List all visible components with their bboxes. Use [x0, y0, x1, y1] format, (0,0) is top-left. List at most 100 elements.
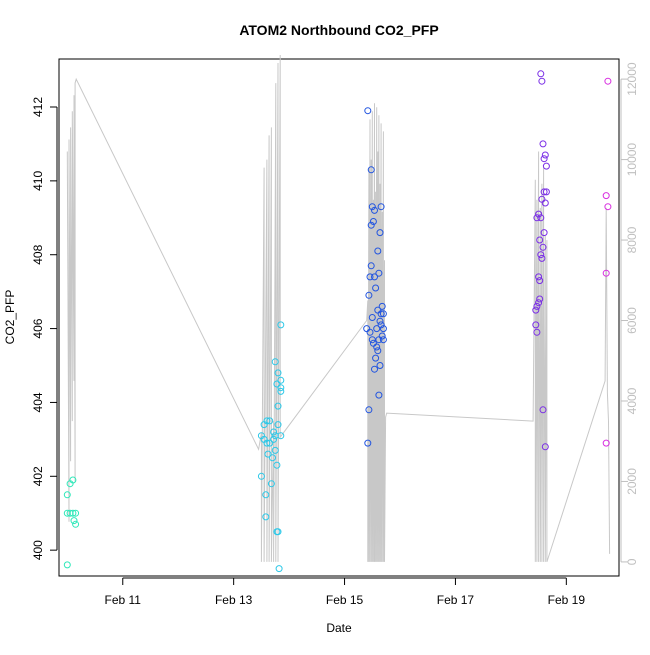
data-point — [372, 284, 380, 292]
data-point — [536, 295, 544, 303]
data-point — [376, 362, 384, 369]
data-point — [63, 491, 71, 499]
data-point — [264, 450, 272, 458]
data-point — [537, 251, 545, 259]
data-point — [539, 406, 547, 414]
y-tick-label: 402 — [31, 466, 45, 486]
data-point — [371, 365, 378, 373]
data-point — [273, 380, 281, 388]
data-point — [604, 203, 612, 211]
data-point — [274, 528, 282, 536]
data-point — [371, 206, 378, 214]
data-point — [602, 192, 610, 200]
data-point — [364, 107, 372, 115]
x-tick-label: Feb 11 — [105, 593, 142, 607]
data-point — [540, 188, 548, 196]
x-tick-label: Feb 15 — [326, 593, 364, 607]
data-point — [368, 314, 376, 321]
data-point — [367, 221, 375, 229]
plot-frame — [58, 58, 620, 577]
data-point — [540, 155, 548, 163]
data-point — [604, 77, 612, 85]
data-point — [269, 454, 276, 462]
data-point — [377, 203, 385, 211]
y-tick-label: 400 — [31, 540, 45, 560]
data-point — [373, 325, 381, 333]
data-point — [378, 302, 386, 310]
data-point — [365, 291, 373, 299]
data-point — [602, 439, 610, 447]
points-layer — [63, 70, 612, 573]
data-point — [365, 406, 373, 414]
data-point — [369, 218, 377, 225]
data-point — [270, 435, 278, 443]
data-point — [602, 269, 610, 277]
data-point — [541, 199, 549, 207]
y2-tick-label: 6000 — [625, 307, 639, 334]
data-point — [262, 491, 270, 499]
data-point — [375, 391, 383, 399]
data-point — [367, 166, 375, 174]
x-tick-label: Feb 19 — [548, 593, 586, 607]
data-point — [535, 299, 543, 307]
data-point — [537, 70, 545, 78]
data-point — [537, 214, 545, 222]
data-point — [532, 306, 540, 314]
data-point — [368, 203, 376, 211]
chart-title: ATOM2 Northbound CO2_PFP — [239, 22, 438, 38]
data-point — [263, 417, 271, 425]
data-point — [533, 302, 541, 310]
data-point — [371, 273, 378, 281]
data-point — [375, 269, 383, 277]
data-point — [70, 517, 78, 525]
y-tick-label: 410 — [31, 171, 45, 191]
data-point — [368, 336, 376, 344]
data-point — [277, 384, 285, 392]
data-point — [376, 317, 384, 325]
y2-tick-label: 4000 — [625, 387, 639, 414]
y2-tick-label: 8000 — [625, 226, 639, 253]
altitude-line-layer — [66, 54, 611, 563]
data-point — [273, 461, 281, 469]
data-point — [366, 328, 374, 336]
data-point — [379, 325, 387, 333]
data-point — [63, 561, 71, 569]
data-point — [72, 509, 80, 517]
data-point — [535, 273, 543, 281]
data-point — [538, 254, 546, 262]
y2-tick-label: 2000 — [625, 468, 639, 495]
y-tick-label: 412 — [31, 97, 45, 117]
data-point — [536, 277, 544, 285]
data-point — [267, 480, 275, 488]
data-point — [536, 236, 544, 244]
axes-layer: Feb 11 Feb 13 Feb 15 Feb 17 Feb 19 400 402 404 4… — [31, 62, 639, 607]
x-tick-label: Feb 13 — [215, 593, 253, 607]
y-tick-label: 406 — [31, 318, 45, 338]
data-point — [539, 140, 547, 148]
data-point — [69, 509, 77, 517]
data-point — [277, 376, 285, 384]
data-point — [533, 328, 541, 336]
y2-tick-label: 12000 — [625, 62, 639, 96]
data-point — [532, 321, 540, 329]
data-point — [379, 310, 387, 318]
data-point — [72, 520, 80, 528]
data-point — [277, 387, 285, 395]
y-tick-label: 408 — [31, 244, 45, 264]
x-tick-label: Feb 17 — [437, 593, 475, 607]
y-axis-label: CO2_PFP — [3, 290, 17, 345]
data-point — [377, 321, 385, 329]
data-point — [374, 347, 382, 355]
data-point — [277, 321, 285, 329]
data-point — [539, 243, 547, 251]
data-point — [541, 443, 549, 451]
data-point — [374, 247, 382, 255]
data-point — [257, 472, 265, 480]
data-point — [376, 229, 384, 237]
data-point — [277, 432, 285, 440]
data-point — [262, 513, 270, 521]
altitude-series-line — [66, 54, 611, 563]
data-point — [364, 439, 372, 447]
